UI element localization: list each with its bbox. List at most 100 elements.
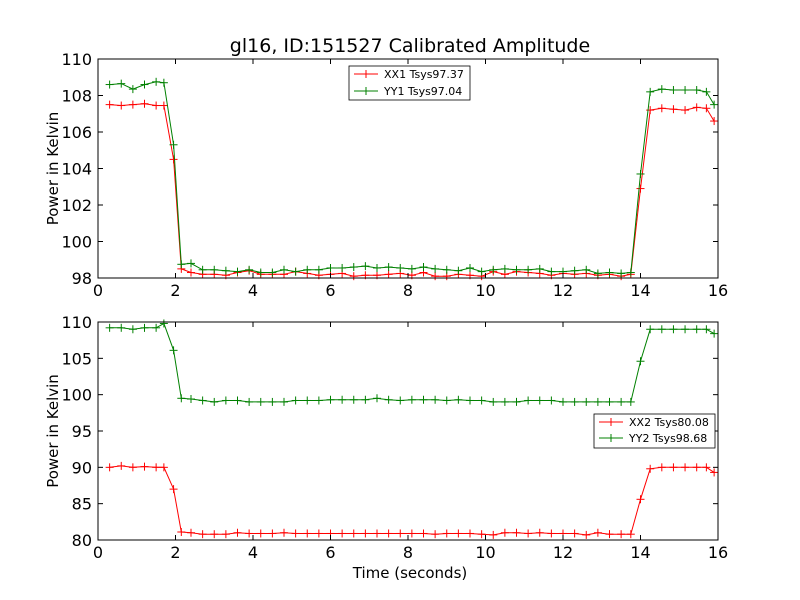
data-point-xx2 [187, 528, 195, 537]
data-point-xx2 [570, 529, 579, 538]
data-point-xx1 [169, 155, 178, 164]
data-point-yy2 [512, 397, 521, 406]
data-point-yy1 [442, 265, 451, 274]
data-point-yy2 [128, 325, 137, 334]
data-point-yy1 [646, 87, 655, 96]
data-point-yy1 [535, 264, 544, 273]
top-x-tick-label: 10 [475, 281, 495, 300]
data-point-xx2 [105, 463, 114, 472]
legend-label-yy1: YY1 Tsys97.04 [383, 85, 462, 98]
data-point-yy2 [669, 325, 678, 334]
data-point-yy2 [657, 325, 666, 334]
data-point-yy1 [407, 264, 416, 273]
data-point-yy2 [535, 396, 544, 405]
data-point-xx2 [177, 528, 186, 537]
data-point-xx2 [140, 462, 149, 471]
data-point-yy2 [407, 395, 416, 404]
data-point-xx2 [198, 530, 207, 539]
data-point-yy1 [524, 265, 533, 274]
data-point-yy2 [373, 394, 381, 403]
data-point-yy2 [221, 396, 230, 405]
data-point-xx1 [384, 270, 393, 279]
data-point-yy2 [177, 394, 186, 403]
data-point-yy1 [454, 266, 463, 275]
data-point-yy2 [303, 396, 312, 405]
data-point-xx2 [431, 530, 440, 539]
data-point-xx2 [454, 529, 463, 538]
top-x-tick-label: 0 [93, 281, 103, 300]
data-point-xx2 [128, 463, 137, 472]
data-point-yy2 [152, 323, 161, 332]
bottom-panel: 0 2 4 6 8 10 12 14 16 80 85 90 95 100 105 110 Power in … [44, 313, 728, 582]
data-point-yy2 [245, 397, 254, 406]
data-point-xx2 [535, 528, 544, 537]
data-point-yy1 [326, 263, 335, 272]
data-point-yy1 [466, 263, 474, 272]
data-point-yy1 [128, 85, 137, 94]
data-point-xx1 [636, 184, 645, 193]
data-point-xx1 [117, 101, 126, 110]
data-point-yy2 [349, 395, 358, 404]
data-point-yy2 [605, 397, 614, 406]
bottom-y-axis-label: Power in Kelvin [44, 374, 62, 488]
data-point-yy1 [396, 263, 405, 272]
data-point-xx2 [349, 529, 358, 538]
data-point-yy1 [280, 265, 288, 274]
data-point-yy1 [349, 263, 358, 272]
data-point-xx1 [159, 101, 168, 110]
data-point-xx1 [692, 103, 701, 112]
data-point-xx1 [657, 104, 666, 113]
top-legend-box [348, 65, 471, 101]
data-point-xx2 [466, 529, 474, 538]
data-point-xx2 [524, 529, 533, 538]
data-point-xx2 [152, 463, 161, 472]
data-point-yy1 [152, 77, 161, 86]
data-point-yy1 [547, 267, 556, 276]
data-point-xx2 [373, 529, 381, 538]
data-point-yy2 [268, 397, 277, 406]
data-point-xx1 [669, 105, 678, 114]
data-point-yy1 [710, 100, 719, 109]
data-point-yy2 [636, 357, 645, 366]
bottom-y-tick-label: 90 [72, 458, 92, 477]
data-point-yy2 [681, 325, 690, 334]
top-x-tick-label: 4 [248, 281, 258, 300]
legend-label-xx1: XX1 Tsys97.37 [384, 68, 464, 81]
data-point-yy1 [268, 268, 277, 277]
data-point-xx2 [291, 529, 300, 538]
bottom-y-tick-label: 85 [72, 495, 92, 514]
top-y-tick-label: 104 [61, 160, 92, 179]
top-series-layer [105, 77, 719, 281]
data-point-yy2 [559, 397, 567, 406]
bottom-y-tick-label: 105 [61, 349, 92, 368]
data-point-xx2 [210, 530, 219, 539]
data-point-yy1 [692, 86, 701, 95]
data-point-xx2 [657, 463, 666, 472]
data-point-yy2 [159, 319, 168, 328]
bottom-legend-box [593, 413, 716, 449]
data-point-yy2 [338, 395, 347, 404]
data-point-yy2 [198, 396, 207, 405]
data-point-xx2 [636, 495, 645, 504]
data-point-yy2 [326, 395, 335, 404]
data-point-yy1 [105, 80, 114, 89]
data-point-yy1 [177, 260, 186, 269]
data-point-yy1 [702, 87, 711, 96]
data-point-yy2 [570, 397, 579, 406]
data-point-yy1 [617, 269, 626, 278]
data-point-xx1 [105, 100, 114, 109]
top-x-tick-label: 16 [708, 281, 728, 300]
legend-label-yy2: YY2 Tsys98.68 [628, 432, 707, 445]
data-point-xx2 [169, 485, 178, 494]
data-point-yy1 [338, 263, 347, 272]
data-point-yy2 [524, 396, 533, 405]
data-point-xx1 [710, 117, 719, 126]
data-point-yy2 [710, 329, 719, 338]
data-point-yy1 [117, 79, 126, 88]
data-point-yy2 [291, 396, 300, 405]
data-point-xx1 [187, 268, 195, 277]
bottom-legend: XX2 Tsys80.08 YY2 Tsys98.68 [593, 413, 716, 449]
data-point-xx2 [407, 529, 416, 538]
data-point-xx1 [431, 272, 440, 281]
bottom-y-tick-label: 110 [61, 313, 92, 332]
